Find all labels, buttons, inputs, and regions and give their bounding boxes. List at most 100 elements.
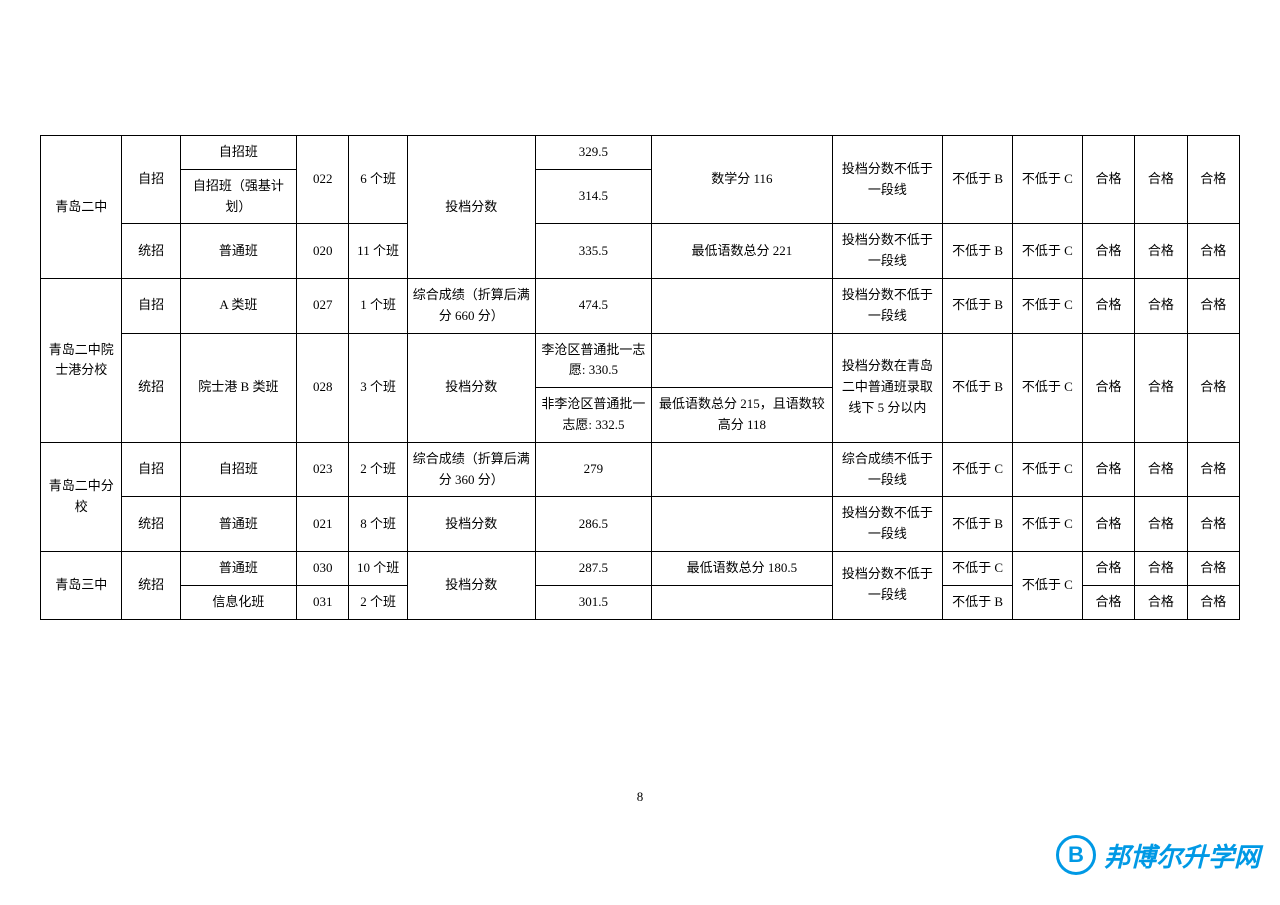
cell-g1: 不低于 C [943,551,1013,585]
table-body: 青岛二中自招自招班0226 个班投档分数329.5数学分 116投档分数不低于一… [41,136,1240,620]
cell-g4: 合格 [1135,278,1187,333]
cell-type: 统招 [122,333,180,442]
cell-num: 8 个班 [349,497,407,552]
cell-g2: 不低于 C [1012,442,1082,497]
cell-code: 027 [297,278,349,333]
cell-g3: 合格 [1082,585,1134,619]
cell-g2: 不低于 C [1012,136,1082,224]
cell-cond: 投档分数不低于一段线 [832,136,943,224]
document-page: 青岛二中自招自招班0226 个班投档分数329.5数学分 116投档分数不低于一… [0,0,1280,620]
cell-score: 李沧区普通批一志愿: 330.5 [535,333,651,388]
table-row: 统招院士港 B 类班0283 个班投档分数李沧区普通批一志愿: 330.5投档分… [41,333,1240,388]
cell-g2: 不低于 C [1012,497,1082,552]
cell-score_type: 综合成绩（折算后满分 360 分） [407,442,535,497]
table-row: 青岛二中院士港分校自招A 类班0271 个班综合成绩（折算后满分 660 分）4… [41,278,1240,333]
cell-type: 统招 [122,224,180,279]
cell-score_type: 投档分数 [407,333,535,442]
cell-school: 青岛三中 [41,551,122,619]
cell-num: 11 个班 [349,224,407,279]
cell-num: 2 个班 [349,585,407,619]
cell-g5: 合格 [1187,224,1239,279]
cell-detail [652,278,832,333]
cell-score_type: 投档分数 [407,551,535,619]
cell-g1: 不低于 B [943,585,1013,619]
cell-class: 普通班 [180,497,296,552]
cell-class: 自招班 [180,136,296,170]
cell-code: 028 [297,333,349,442]
cell-class: 自招班 [180,442,296,497]
cell-type: 自招 [122,442,180,497]
cell-num: 6 个班 [349,136,407,224]
logo-badge-icon: B [1056,835,1096,875]
cell-score: 非李沧区普通批一志愿: 332.5 [535,388,651,443]
cell-detail: 数学分 116 [652,136,832,224]
site-logo: B 邦博尔升学网 [1056,835,1260,875]
cell-g4: 合格 [1135,551,1187,585]
cell-detail [652,497,832,552]
cell-cond: 投档分数不低于一段线 [832,224,943,279]
table-row: 统招普通班0218 个班投档分数286.5投档分数不低于一段线不低于 B不低于 … [41,497,1240,552]
cell-score: 474.5 [535,278,651,333]
cell-g4: 合格 [1135,224,1187,279]
cell-class: 自招班（强基计划） [180,169,296,224]
logo-text: 邦博尔升学网 [1104,837,1260,874]
cell-g3: 合格 [1082,551,1134,585]
table-row: 青岛二中分校自招自招班0232 个班综合成绩（折算后满分 360 分）279综合… [41,442,1240,497]
cell-score: 279 [535,442,651,497]
cell-cond: 投档分数在青岛二中普通班录取线下 5 分以内 [832,333,943,442]
cell-g2: 不低于 C [1012,224,1082,279]
cell-g1: 不低于 B [943,278,1013,333]
cell-g2: 不低于 C [1012,551,1082,619]
cell-school: 青岛二中 [41,136,122,279]
cell-code: 020 [297,224,349,279]
table-row: 青岛三中统招普通班03010 个班投档分数287.5最低语数总分 180.5投档… [41,551,1240,585]
cell-g5: 合格 [1187,333,1239,442]
cell-score_type: 综合成绩（折算后满分 660 分） [407,278,535,333]
cell-type: 统招 [122,497,180,552]
cell-code: 021 [297,497,349,552]
cell-score: 314.5 [535,169,651,224]
cell-cond: 投档分数不低于一段线 [832,551,943,619]
cell-class: 普通班 [180,551,296,585]
cell-g5: 合格 [1187,551,1239,585]
cell-class: 院士港 B 类班 [180,333,296,442]
cell-g1: 不低于 C [943,442,1013,497]
cell-g4: 合格 [1135,136,1187,224]
cell-detail: 最低语数总分 215，且语数较高分 118 [652,388,832,443]
cell-num: 10 个班 [349,551,407,585]
admissions-table: 青岛二中自招自招班0226 个班投档分数329.5数学分 116投档分数不低于一… [40,135,1240,620]
cell-school: 青岛二中分校 [41,442,122,551]
cell-g3: 合格 [1082,497,1134,552]
cell-score_type: 投档分数 [407,136,535,279]
cell-g5: 合格 [1187,585,1239,619]
cell-score: 335.5 [535,224,651,279]
cell-g3: 合格 [1082,278,1134,333]
cell-g2: 不低于 C [1012,333,1082,442]
cell-class: 信息化班 [180,585,296,619]
cell-detail: 最低语数总分 180.5 [652,551,832,585]
page-number: 8 [0,789,1280,805]
cell-g4: 合格 [1135,442,1187,497]
cell-school: 青岛二中院士港分校 [41,278,122,442]
cell-g1: 不低于 B [943,497,1013,552]
cell-type: 自招 [122,278,180,333]
cell-code: 031 [297,585,349,619]
cell-num: 3 个班 [349,333,407,442]
cell-g4: 合格 [1135,333,1187,442]
cell-g1: 不低于 B [943,136,1013,224]
cell-code: 022 [297,136,349,224]
cell-g5: 合格 [1187,442,1239,497]
cell-g1: 不低于 B [943,224,1013,279]
cell-score: 301.5 [535,585,651,619]
cell-g4: 合格 [1135,497,1187,552]
table-row: 青岛二中自招自招班0226 个班投档分数329.5数学分 116投档分数不低于一… [41,136,1240,170]
cell-code: 023 [297,442,349,497]
cell-type: 自招 [122,136,180,224]
cell-score: 286.5 [535,497,651,552]
cell-g3: 合格 [1082,136,1134,224]
table-row: 统招普通班02011 个班335.5最低语数总分 221投档分数不低于一段线不低… [41,224,1240,279]
cell-g4: 合格 [1135,585,1187,619]
cell-score: 287.5 [535,551,651,585]
cell-detail [652,333,832,388]
cell-g3: 合格 [1082,333,1134,442]
